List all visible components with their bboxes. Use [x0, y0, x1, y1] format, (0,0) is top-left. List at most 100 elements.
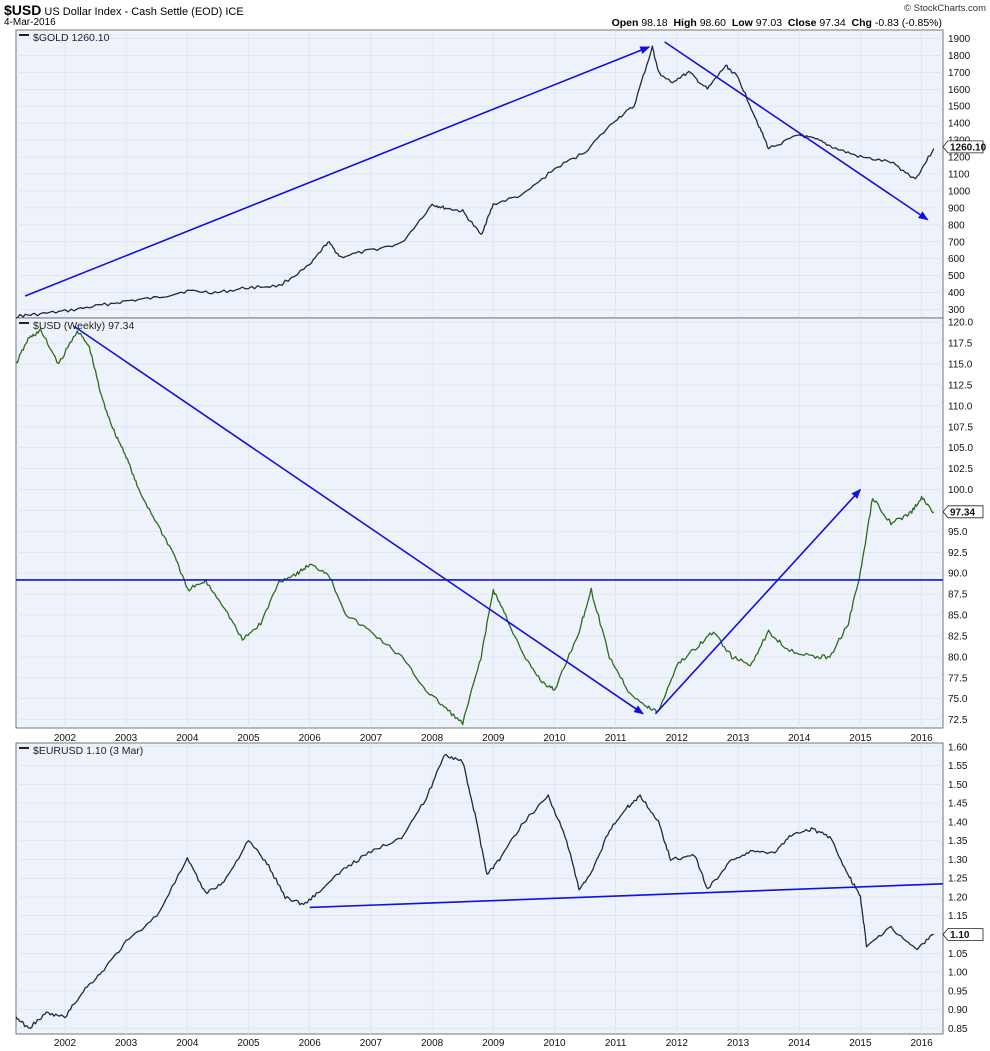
eurusd-last-value-tag: [942, 928, 984, 941]
gold-y-tick-label: 700: [948, 237, 965, 248]
x-tick-label: 2015: [849, 1038, 872, 1049]
open-value: 98.18: [641, 17, 668, 29]
gold-y-tick-label: 1000: [948, 186, 971, 197]
eurusd-y-tick-label: 1.35: [948, 836, 968, 847]
gold-y-tick-label: 1600: [948, 85, 971, 96]
x-tick-label: 2005: [237, 1038, 260, 1049]
high-value: 98.60: [699, 17, 726, 29]
usd-y-tick-label: 72.5: [948, 715, 968, 726]
gold-y-tick-label: 900: [948, 203, 965, 214]
x-tick-label: 2010: [543, 1038, 566, 1049]
usd-y-tick-label: 85.0: [948, 611, 968, 622]
usd-y-tick-label: 75.0: [948, 694, 968, 705]
usd-y-tick-label: 87.5: [948, 590, 968, 601]
eurusd-y-tick-label: 1.60: [948, 742, 968, 753]
usd-series-line: [15, 328, 935, 726]
x-tick-label: 2014: [788, 1038, 811, 1049]
usd-y-tick-label: 102.5: [948, 464, 973, 475]
usd-panel: 72.5 75.0 77.5 80.0 82.5 85.0 87.5 90.0 92.5 95.0…: [15, 317, 984, 729]
x-tick-label: 2003: [115, 733, 138, 744]
chart-date: 4-Mar-2016: [4, 17, 56, 28]
x-tick-label: 2011: [605, 733, 627, 744]
usd-panel-label: $USD (Weekly) 97.34: [33, 320, 135, 332]
x-tick-label: 2016: [910, 1038, 933, 1049]
gold-y-tick-label: 600: [948, 254, 965, 265]
usd-y-tick-label: 92.5: [948, 548, 968, 559]
usd-y-tick-label: 107.5: [948, 422, 973, 433]
open-label: Open: [611, 17, 639, 29]
gold-y-tick-label: 500: [948, 271, 965, 282]
gold-y-tick-label: 1800: [948, 51, 971, 62]
x-tick-label: 2002: [54, 1038, 77, 1049]
eurusd-y-tick-label: 1.55: [948, 761, 968, 772]
x-tick-label: 2013: [727, 1038, 750, 1049]
eurusd-trend-arrow: [309, 883, 944, 909]
usd-y-tick-label: 95.0: [948, 527, 968, 538]
x-tick-label: 2004: [176, 733, 199, 744]
usd-y-tick-label: 80.0: [948, 652, 968, 663]
usd-y-tick-label: 82.5: [948, 631, 968, 642]
usd-y-tick-label: 117.5: [948, 339, 973, 350]
eurusd-y-tick-label: 1.25: [948, 874, 968, 885]
usd-y-tick-label: 115.0: [948, 360, 973, 371]
gold-y-tick-label: 800: [948, 220, 965, 231]
eurusd-y-tick-label: 0.95: [948, 986, 968, 997]
close-label: Close: [787, 17, 817, 29]
gold-trend-arrow: [24, 46, 651, 297]
eurusd-y-tick-label: 1.15: [948, 911, 968, 922]
x-tick-label: 2005: [237, 733, 260, 744]
x-tick-label: 2007: [360, 733, 383, 744]
x-tick-label: 2010: [543, 733, 566, 744]
gold-legend-swatch: [19, 34, 29, 36]
gold-y-tick-label: 1500: [948, 102, 971, 113]
eurusd-y-tick-label: 0.90: [948, 1005, 968, 1016]
x-tick-label: 2009: [482, 733, 505, 744]
chg-value: -0.83 (-0.85%): [874, 17, 942, 29]
x-tick-label: 2012: [666, 1038, 689, 1049]
x-tick-label: 2011: [605, 1038, 627, 1049]
usd-y-tick-label: 90.0: [948, 569, 968, 580]
usd-y-tick-label: 120.0: [948, 318, 973, 329]
usd-y-tick-label: 112.5: [948, 380, 973, 391]
usd-y-tick-label: 77.5: [948, 673, 968, 684]
eurusd-y-tick-label: 0.85: [948, 1024, 968, 1035]
index-title: US Dollar Index - Cash Settle (EOD) ICE: [44, 6, 244, 18]
header-title: $USD US Dollar Index - Cash Settle (EOD)…: [4, 2, 244, 18]
x-tick-label: 2016: [910, 733, 933, 744]
usd-last-value-tag: [942, 505, 984, 519]
eurusd-y-tick-label: 1.30: [948, 855, 968, 866]
high-label: High: [673, 17, 697, 29]
close-value: 97.34: [819, 17, 846, 29]
eurusd-y-tick-label: 1.05: [948, 949, 968, 960]
usd-plot-area: [15, 317, 944, 729]
usd-y-tick-label: 105.0: [948, 443, 973, 454]
x-tick-label: 2006: [299, 733, 322, 744]
gold-panel: 3004005006007008009001000110012001300140…: [15, 29, 987, 319]
eurusd-panel-label: $EURUSD 1.10 (3 Mar): [33, 745, 143, 757]
gold-y-tick-label: 1900: [948, 34, 971, 45]
eurusd-y-tick-label: 1.40: [948, 817, 968, 828]
x-tick-label: 2012: [666, 733, 689, 744]
eurusd-legend-swatch: [19, 747, 29, 749]
usd-y-tick-label: 110.0: [948, 401, 973, 412]
gold-y-tick-label: 400: [948, 288, 965, 299]
usd-trend-arrow: [73, 325, 645, 715]
x-tick-label: 2007: [360, 1038, 383, 1049]
copyright: © StockCharts.com: [904, 3, 986, 14]
low-label: Low: [731, 17, 753, 29]
gold-y-tick-label: 1100: [948, 170, 970, 181]
ohlc-readout: Open 98.18 High 98.60 Low 97.03 Close 97…: [612, 17, 942, 29]
eurusd-y-tick-label: 1.45: [948, 799, 968, 810]
gold-y-tick-label: 1200: [948, 153, 971, 164]
eurusd-series-line: [15, 753, 934, 1029]
x-tick-label: 2015: [849, 733, 872, 744]
x-tick-label: 2008: [421, 733, 444, 744]
x-tick-label: 2003: [115, 1038, 138, 1049]
gold-series-line: [15, 45, 935, 319]
x-tick-label: 2002: [54, 733, 77, 744]
x-tick-label: 2013: [727, 733, 750, 744]
gold-panel-label: $GOLD 1260.10: [33, 32, 110, 44]
gold-trend-arrow: [664, 41, 929, 221]
eurusd-last-value-label: 1.10: [950, 930, 970, 941]
